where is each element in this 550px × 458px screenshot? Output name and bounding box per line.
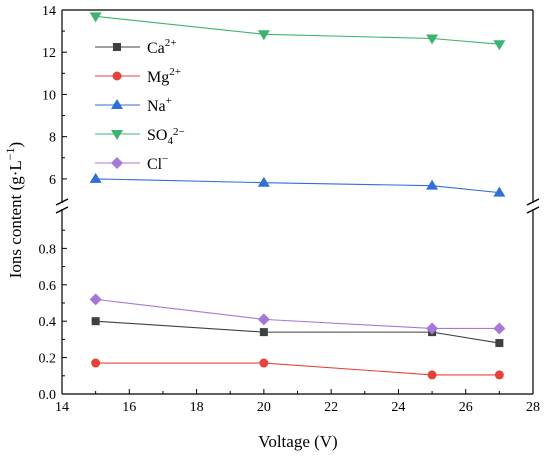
- data-point-so: [89, 12, 102, 23]
- x-tick-label: 22: [324, 400, 338, 415]
- x-tick-label: 16: [122, 400, 136, 415]
- y-axis-title: Ions content (g·L−1): [3, 142, 25, 278]
- data-point-na: [89, 172, 102, 183]
- data-point-ca: [259, 328, 268, 337]
- series-line-mg: [95, 362, 500, 376]
- legend-marker-so: [111, 130, 123, 140]
- legend-label-na: Na+: [147, 95, 172, 115]
- y-tick-label-upper: 10: [42, 88, 56, 103]
- axis-break-mark-left: [55, 206, 69, 214]
- data-point-so: [493, 40, 506, 51]
- legend-label-mg: Mg2+: [147, 66, 181, 86]
- legend-label-cl: Cl−: [147, 153, 168, 173]
- axes: 14 16 18 20 22 24 26 28 0.0 0.2 0.4 0.6 0.8 6 8 10 12 14: [39, 4, 540, 415]
- lower-plot-marks: [89, 293, 506, 380]
- series-line-ca: [95, 320, 500, 344]
- data-point-na: [426, 179, 439, 190]
- axis-break-gap-left: [55, 203, 69, 209]
- axis-break-mark-right: [526, 206, 540, 214]
- y-tick-label-lower: 0.4: [39, 315, 57, 330]
- x-tick-label: 14: [55, 400, 69, 415]
- y-tick-label-upper: 8: [49, 131, 56, 146]
- legend-label-so: SO42−: [147, 126, 185, 147]
- x-tick-label: 28: [526, 400, 540, 415]
- axis-break-mark-right: [526, 198, 540, 206]
- data-point-cl: [89, 293, 102, 306]
- x-tick-label: 20: [257, 400, 271, 415]
- data-point-ca: [91, 317, 100, 326]
- series-line-so: [95, 15, 500, 45]
- axis-break-mark-left: [55, 198, 69, 206]
- axis-break-gap-right: [526, 203, 540, 209]
- y-tick-label-lower: 0.6: [39, 279, 57, 294]
- data-point-mg: [259, 358, 269, 368]
- legend-marker-cl: [111, 157, 123, 169]
- data-point-cl: [493, 322, 506, 335]
- y-tick-label-lower: 0.2: [39, 352, 57, 367]
- data-point-so: [257, 30, 270, 41]
- data-point-cl: [426, 322, 439, 335]
- data-point-mg: [91, 358, 101, 368]
- legend: Ca2+ Mg2+ Na+ SO42− Cl−: [95, 37, 185, 173]
- series-line-na: [95, 178, 500, 194]
- legend-marker-na: [111, 99, 123, 109]
- y-tick-label-lower: 0.8: [39, 242, 57, 257]
- y-tick-label-upper: 6: [49, 173, 56, 188]
- legend-marker-mg: [112, 71, 122, 81]
- y-tick-label-upper: 14: [42, 4, 56, 19]
- x-tick-label: 26: [459, 400, 473, 415]
- x-tick-label: 24: [391, 400, 405, 415]
- upper-plot-marks: [89, 12, 506, 197]
- data-point-cl: [257, 313, 270, 326]
- legend-marker-ca: [113, 43, 121, 51]
- legend-label-ca: Ca2+: [147, 37, 177, 57]
- x-tick-label: 18: [190, 400, 204, 415]
- y-tick-label-upper: 12: [42, 46, 56, 61]
- data-point-ca: [495, 339, 504, 348]
- data-point-so: [426, 34, 439, 45]
- data-point-na: [493, 186, 506, 197]
- data-point-mg: [494, 370, 504, 380]
- data-point-mg: [427, 370, 437, 380]
- series-line-cl: [95, 298, 500, 330]
- x-axis-title: Voltage (V): [258, 432, 337, 451]
- data-point-na: [257, 176, 270, 187]
- y-tick-label-lower: 0.0: [39, 388, 57, 403]
